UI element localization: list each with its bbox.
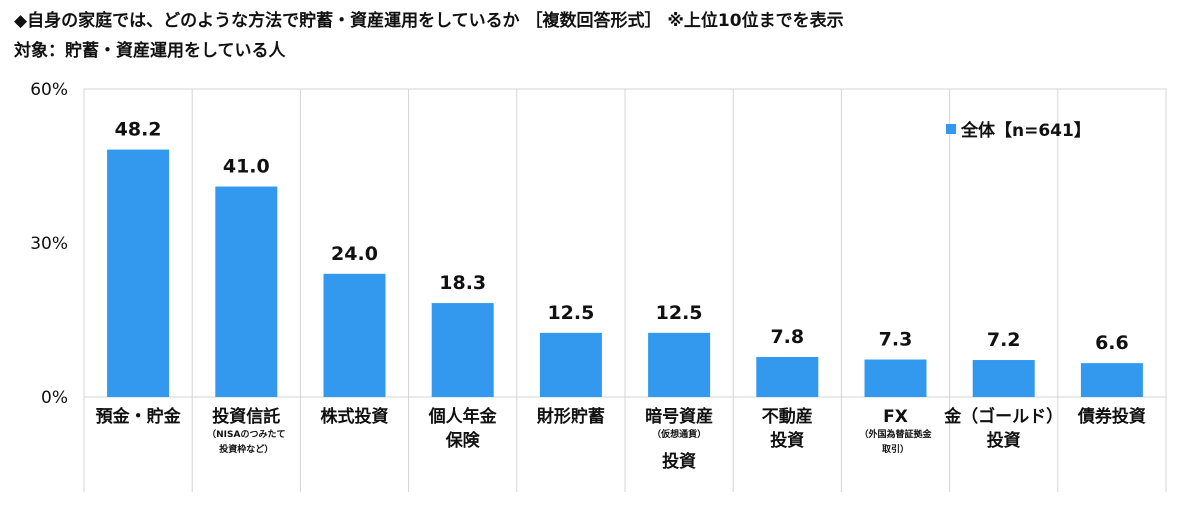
category-label: 不動産 [762,406,813,427]
category-label: 投資 [662,451,696,472]
category-label: 株式投資 [321,406,389,427]
legend-swatch [946,124,956,134]
category-label: 投資 [987,430,1021,451]
data-label: 24.0 [331,243,378,265]
bar [756,356,819,397]
data-label: 7.3 [879,329,913,351]
data-label: 6.6 [1095,332,1129,354]
legend-label: 全体【n=641】 [960,120,1091,141]
category-label: （仮想通貨） [652,428,706,440]
category-label: 財形貯蓄 [536,406,605,427]
bar [215,186,278,397]
data-label: 12.5 [547,302,594,324]
category-label: 投資 [770,430,804,451]
bar [972,360,1035,397]
data-label: 18.3 [439,272,486,294]
category-label: 投資枠など） [219,443,273,455]
bar [431,303,494,397]
category-label: 暗号資産 [645,406,713,427]
category-label: （外国為替証拠金 [859,428,932,440]
data-label: 48.2 [115,119,162,141]
data-label: 41.0 [223,156,270,178]
data-label: 7.2 [987,329,1021,351]
category-label: 取引） [882,443,909,455]
category-label: 個人年金 [428,406,498,427]
category-label: 投資信託 [212,406,280,427]
data-label: 7.8 [770,326,804,348]
bar [864,359,927,397]
chart-subtitle: 対象：貯蓄・資産運用をしている人 [14,41,286,61]
category-label: 保険 [445,430,481,451]
category-label: FX [883,407,908,427]
bar [107,149,170,397]
category-label: 金（ゴールド） [943,406,1063,427]
bar [323,273,386,397]
chart-title: ◆自身の家庭では、どのような方法で貯蓄・資産運用をしているか ［複数回答形式］ … [14,11,844,31]
category-label: 預金・貯金 [96,406,182,427]
category-label: 債券投資 [1077,406,1146,427]
y-tick-label: 30% [30,234,68,254]
y-tick-label: 0% [41,388,68,408]
data-label: 12.5 [656,302,703,324]
y-tick-label: 60% [30,80,68,100]
bar [539,332,602,397]
bar [1080,363,1143,397]
bar [648,332,711,397]
category-label: （NISAのつみたて [207,429,285,440]
